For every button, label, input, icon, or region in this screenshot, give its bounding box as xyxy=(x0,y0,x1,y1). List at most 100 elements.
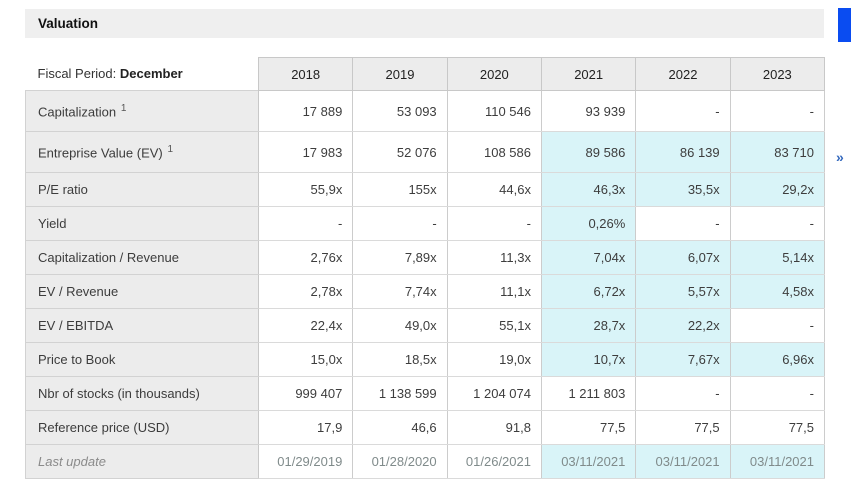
value-cell-2021: 89 586 xyxy=(540,131,637,173)
value-cell-2023: - xyxy=(729,206,826,241)
value-cell-2018: 999 407 xyxy=(257,376,354,411)
table-head: Fiscal Period: December 2018 2019 2020 2021 2… xyxy=(25,57,826,91)
row-label: Nbr of stocks (in thousands) xyxy=(25,376,259,411)
fiscal-period-label: Fiscal Period: xyxy=(37,66,120,82)
value-cell-2019: 7,74x xyxy=(352,274,448,309)
table-row: Last update 01/29/2019 01/28/2020 01/26/202… xyxy=(25,444,826,479)
value-cell-2023: 77,5 xyxy=(729,410,826,445)
value-cell-2019: 46,6 xyxy=(352,410,448,445)
value-cell-2021: 28,7x xyxy=(540,308,637,343)
table-row: Yield - - -0,26% - - xyxy=(25,206,826,241)
value-cell-2023: - xyxy=(729,308,826,343)
value-cell-2021: 03/11/2021 xyxy=(540,444,637,479)
value-cell-2020: 108 586 xyxy=(446,131,542,173)
row-label: Price to Book xyxy=(25,342,259,377)
footnote-marker: 1 xyxy=(118,102,127,114)
value-cell-2020: - xyxy=(446,206,542,241)
value-cell-2020: 1 204 074 xyxy=(446,376,542,411)
value-cell-2019: 53 093 xyxy=(352,90,448,132)
value-cell-2018: 17,9 xyxy=(257,410,354,445)
row-label: EV / EBITDA xyxy=(25,308,259,343)
value-cell-2019: 7,89x xyxy=(352,240,448,275)
year-header-2022: 2022 xyxy=(635,57,731,91)
table-row: Price to Book 15,0x 18,5x 19,0x 10,7x 7,67x 6,… xyxy=(25,342,826,377)
value-cell-2020: 55,1x xyxy=(446,308,542,343)
value-cell-2020: 11,3x xyxy=(446,240,542,275)
value-cell-2023: 4,58x xyxy=(729,274,826,309)
row-label: Yield xyxy=(25,206,259,241)
value-cell-2020: 19,0x xyxy=(446,342,542,377)
value-cell-2021: 77,5 xyxy=(540,410,637,445)
table-row: Capitalization / Revenue 2,76x 7,89x 11,3x 7… xyxy=(25,240,826,275)
table-row: Capitalization 1 17 889 53 093 110 546 93 93… xyxy=(25,90,826,132)
value-cell-2019: 49,0x xyxy=(352,308,448,343)
value-cell-2021: 0,26% xyxy=(540,206,637,241)
value-cell-2023: 6,96x xyxy=(729,342,826,377)
value-cell-2018: - xyxy=(257,206,354,241)
value-cell-2021: 46,3x xyxy=(540,172,637,207)
table-row: EV / Revenue 2,78x 7,74x 11,1x 6,72x 5,57x 4,5… xyxy=(25,274,826,309)
value-cell-2018: 2,76x xyxy=(257,240,354,275)
year-header-2018: 2018 xyxy=(257,57,354,91)
value-cell-2023: - xyxy=(729,376,826,411)
value-cell-2019: 52 076 xyxy=(352,131,448,173)
section-header: Valuation xyxy=(25,9,824,38)
footnote-marker: 1 xyxy=(164,143,174,155)
value-cell-2022: - xyxy=(635,376,731,411)
value-cell-2023: 03/11/2021 xyxy=(729,444,826,479)
value-cell-2019: - xyxy=(352,206,448,241)
next-page-icon[interactable]: » xyxy=(836,149,844,165)
table-row: Reference price (USD) 17,9 46,6 91,8 77,5 77,… xyxy=(25,410,826,445)
value-cell-2022: 86 139 xyxy=(635,131,731,173)
value-cell-2023: 5,14x xyxy=(729,240,826,275)
row-label: Entreprise Value (EV) 1 xyxy=(25,131,259,173)
table-body: Capitalization 1 17 889 53 093 110 546 93 93… xyxy=(25,90,826,479)
value-cell-2023: 29,2x xyxy=(729,172,826,207)
value-cell-2021: 1 211 803 xyxy=(540,376,637,411)
value-cell-2022: 03/11/2021 xyxy=(635,444,731,479)
table-row: EV / EBITDA 22,4x 49,0x 55,1x 28,7x 22,2x - xyxy=(25,308,826,343)
value-cell-2018: 2,78x xyxy=(257,274,354,309)
value-cell-2020: 44,6x xyxy=(446,172,542,207)
value-cell-2022: 5,57x xyxy=(635,274,731,309)
section-title: Valuation xyxy=(38,16,99,31)
year-header-2021: 2021 xyxy=(540,57,637,91)
row-label: Capitalization 1 xyxy=(25,90,259,132)
row-label: Last update xyxy=(25,444,259,479)
value-cell-2018: 17 983 xyxy=(257,131,354,173)
value-cell-2021: 7,04x xyxy=(540,240,637,275)
year-header-2020: 2020 xyxy=(446,57,542,91)
value-cell-2023: 83 710 xyxy=(729,131,826,173)
row-label: Capitalization / Revenue xyxy=(25,240,259,275)
value-cell-2019: 155x xyxy=(352,172,448,207)
clipped-blue-button[interactable] xyxy=(838,8,851,42)
value-cell-2022: 7,67x xyxy=(635,342,731,377)
value-cell-2023: - xyxy=(729,90,826,132)
value-cell-2018: 55,9x xyxy=(257,172,354,207)
value-cell-2022: 6,07x xyxy=(635,240,731,275)
value-cell-2019: 01/28/2020 xyxy=(352,444,448,479)
fiscal-period-value: December xyxy=(119,66,183,82)
value-cell-2022: - xyxy=(635,206,731,241)
row-label: P/E ratio xyxy=(25,172,259,207)
row-label: Reference price (USD) xyxy=(25,410,259,445)
fiscal-period-cell: Fiscal Period: December xyxy=(25,57,259,91)
value-cell-2020: 11,1x xyxy=(446,274,542,309)
value-cell-2018: 15,0x xyxy=(257,342,354,377)
row-label: EV / Revenue xyxy=(25,274,259,309)
value-cell-2019: 18,5x xyxy=(352,342,448,377)
year-header-2019: 2019 xyxy=(352,57,448,91)
value-cell-2018: 01/29/2019 xyxy=(257,444,354,479)
value-cell-2021: 6,72x xyxy=(540,274,637,309)
value-cell-2021: 10,7x xyxy=(540,342,637,377)
table-row: P/E ratio 55,9x 155x 44,6x 46,3x 35,5x 29,2x xyxy=(25,172,826,207)
value-cell-2021: 93 939 xyxy=(540,90,637,132)
value-cell-2022: 22,2x xyxy=(635,308,731,343)
year-header-2023: 2023 xyxy=(729,57,826,91)
value-cell-2022: - xyxy=(635,90,731,132)
value-cell-2022: 77,5 xyxy=(635,410,731,445)
value-cell-2020: 110 546 xyxy=(446,90,542,132)
value-cell-2020: 01/26/2021 xyxy=(446,444,542,479)
value-cell-2018: 22,4x xyxy=(257,308,354,343)
